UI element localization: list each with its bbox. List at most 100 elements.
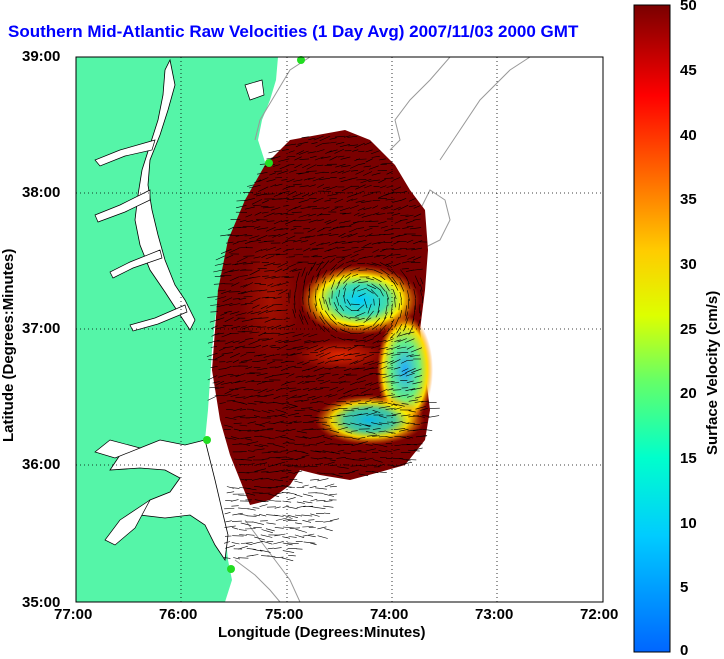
velocity-arrow (354, 190, 365, 196)
velocity-arrow (294, 421, 302, 423)
velocity-arrow (329, 459, 336, 461)
velocity-arrow (290, 227, 297, 231)
velocity-arrow (307, 295, 310, 305)
velocity-arrow (389, 254, 401, 256)
velocity-arrow (257, 353, 267, 357)
velocity-arrow (308, 303, 312, 313)
velocity-arrow (343, 415, 353, 417)
velocity-arrow (408, 205, 416, 208)
velocity-arrow (338, 176, 346, 180)
velocity-arrow (281, 484, 292, 488)
velocity-arrow (368, 179, 380, 182)
velocity-arrow (332, 374, 339, 376)
velocity-arrow (224, 317, 234, 323)
velocity-arrow (330, 207, 339, 211)
velocity-arrow (289, 406, 298, 409)
velocity-arrow (390, 234, 401, 239)
velocity-arrow (317, 361, 325, 365)
velocity-arrow (385, 407, 396, 410)
velocity-arrow (413, 205, 421, 209)
velocity-arrow (287, 347, 297, 351)
velocity-arrow (318, 177, 331, 181)
velocity-arrow (245, 534, 255, 536)
velocity-arrow (257, 326, 267, 328)
velocity-arrow (324, 310, 332, 320)
velocity-arrow (357, 262, 366, 264)
velocity-arrow (349, 333, 359, 335)
velocity-arrow (323, 493, 335, 497)
velocity-arrow (220, 234, 232, 237)
velocity-arrow (379, 158, 386, 161)
velocity-arrow (306, 170, 317, 172)
velocity-arrow (406, 277, 410, 285)
velocity-arrow (260, 248, 268, 251)
velocity-arrow (316, 268, 322, 278)
velocity-arrow (277, 281, 289, 286)
velocity-arrow (235, 345, 246, 349)
velocity-arrow (258, 241, 267, 243)
velocity-arrow (372, 324, 380, 330)
velocity-arrow (335, 163, 346, 168)
x-axis-label: Longitude (Degrees:Minutes) (218, 624, 426, 641)
velocity-arrow (266, 389, 274, 393)
velocity-arrow (371, 435, 380, 437)
velocity-arrow (296, 501, 305, 504)
velocity-arrow (285, 240, 296, 242)
velocity-arrow (231, 542, 240, 545)
velocity-arrow (366, 277, 374, 281)
velocity-arrow (312, 176, 324, 182)
velocity-arrow (240, 284, 248, 288)
velocity-arrow (385, 305, 388, 314)
velocity-arrow (322, 142, 330, 144)
velocity-arrow (301, 267, 306, 277)
velocity-arrow (264, 375, 274, 379)
velocity-arrow (220, 248, 232, 254)
velocity-arrow (387, 360, 394, 364)
velocity-arrow (350, 450, 362, 453)
velocity-arrow (315, 375, 325, 380)
velocity-arrow (278, 198, 290, 200)
velocity-arrow (357, 239, 367, 243)
velocity-arrow (301, 193, 309, 198)
velocity-arrow (288, 428, 296, 432)
velocity-arrow (292, 309, 296, 319)
velocity-arrow (245, 487, 257, 491)
velocity-arrow (307, 387, 318, 391)
velocity-arrow (244, 206, 255, 210)
velocity-arrow (287, 506, 298, 510)
velocity-arrow (364, 457, 374, 461)
velocity-arrow (334, 198, 344, 203)
velocity-arrow (229, 353, 240, 358)
velocity-arrow (312, 247, 324, 250)
velocity-arrow (323, 417, 333, 419)
velocity-arrow (372, 443, 382, 446)
velocity-arrow (358, 436, 366, 439)
velocity-arrow (233, 408, 243, 412)
velocity-arrow (378, 179, 386, 184)
velocity-arrow (421, 400, 429, 403)
velocity-arrow (308, 219, 318, 223)
velocity-arrow (315, 295, 317, 306)
velocity-arrow (211, 325, 218, 329)
velocity-arrow (413, 424, 420, 426)
velocity-arrow (253, 486, 261, 488)
velocity-arrow (408, 410, 416, 413)
velocity-arrow (238, 246, 248, 249)
velocity-arrow (392, 389, 402, 391)
velocity-arrow (357, 213, 366, 217)
velocity-arrow (224, 525, 236, 528)
velocity-arrow (262, 275, 269, 277)
velocity-arrow (387, 388, 394, 391)
velocity-arrow (247, 421, 256, 424)
velocity-arrow (344, 315, 351, 320)
velocity-arrow (239, 275, 248, 277)
velocity-arrow (295, 283, 297, 293)
velocity-arrow (253, 448, 265, 451)
velocity-arrow (214, 386, 225, 390)
velocity-arrow (329, 429, 340, 433)
velocity-arrow (308, 535, 316, 538)
velocity-arrow (296, 262, 303, 264)
velocity-arrow (327, 193, 339, 197)
x-tick-label: 77:00 (54, 606, 93, 623)
velocity-arrow (233, 428, 242, 431)
